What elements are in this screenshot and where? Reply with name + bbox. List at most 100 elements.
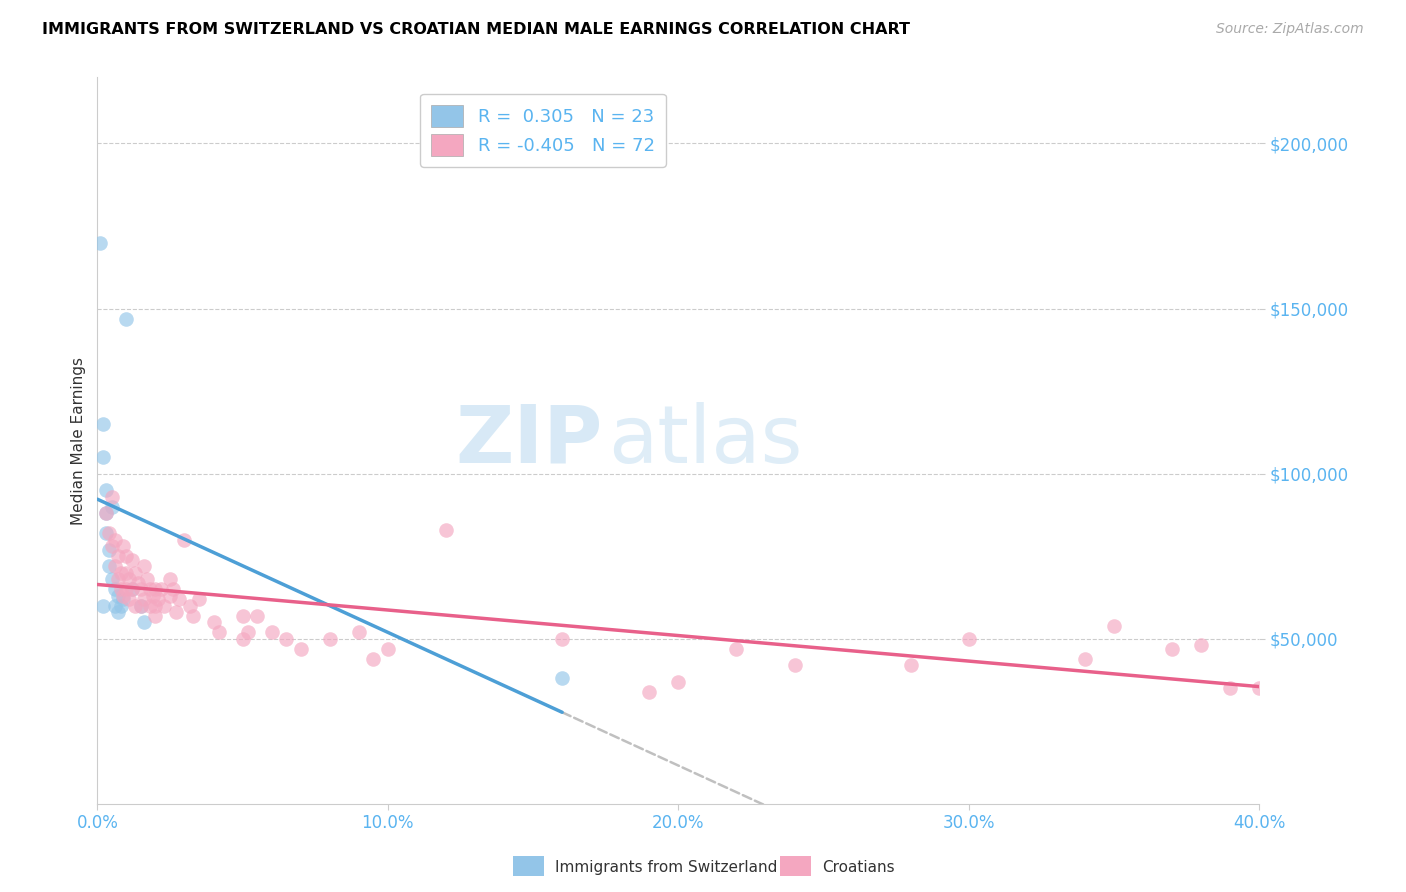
Point [101,500,124,514]
Point [98,559,121,574]
Point [434,523,457,537]
Point [173,533,195,547]
Point [112,589,135,603]
Point [112,540,135,554]
Point [202,615,225,630]
Point [104,559,127,574]
Point [135,573,157,587]
Point [129,582,152,597]
Point [132,559,155,574]
Point [98,542,121,557]
Point [363,651,385,665]
Point [112,592,135,607]
Point [260,625,283,640]
Point [138,582,160,597]
Point [145,599,167,613]
Text: Croatians: Croatians [823,860,896,874]
Point [91,599,114,613]
Text: atlas: atlas [609,401,803,480]
Point [121,582,143,597]
Point [1074,651,1097,665]
Point [104,582,127,597]
Point [107,589,129,603]
Point [94,526,117,541]
Point [91,417,114,432]
Point [167,592,190,607]
Point [129,599,152,613]
Point [101,573,124,587]
Point [141,589,163,603]
Point [127,575,149,590]
Text: #cce4f5: #cce4f5 [678,440,685,441]
Point [94,483,117,498]
Point [347,625,370,640]
Point [666,674,689,689]
Point [188,592,211,607]
Point [232,608,254,623]
Point [276,632,298,646]
Y-axis label: Median Male Earnings: Median Male Earnings [72,357,86,524]
Point [115,566,138,580]
Point [118,573,141,587]
Point [104,533,127,547]
Point [110,582,132,597]
Point [110,599,132,613]
Point [377,641,399,656]
Point [145,608,167,623]
Point [1189,639,1212,653]
Point [1219,681,1241,696]
Point [107,606,129,620]
Point [138,599,160,613]
Point [162,582,184,597]
Point [145,582,167,597]
Point [115,549,138,564]
Point [159,573,181,587]
Point [91,450,114,465]
Point [101,540,124,554]
Point [121,582,143,597]
Point [551,672,574,686]
Point [1249,681,1271,696]
Point [98,526,121,541]
Point [110,566,132,580]
Point [551,632,574,646]
Point [783,658,806,673]
Point [121,552,143,566]
Point [115,311,138,326]
Point [118,592,141,607]
Point [153,599,176,613]
Point [94,507,117,521]
Point [957,632,980,646]
Point [1102,618,1125,632]
Point [159,589,181,603]
Point [319,632,342,646]
Text: ZIP: ZIP [456,401,603,480]
Point [94,507,117,521]
Point [101,490,124,504]
Point [107,573,129,587]
Point [129,599,152,613]
Text: Immigrants from Switzerland: Immigrants from Switzerland [555,860,778,874]
Point [150,582,173,597]
Point [89,235,111,250]
Point [181,608,204,623]
Point [107,549,129,564]
Text: IMMIGRANTS FROM SWITZERLAND VS CROATIAN MEDIAN MALE EARNINGS CORRELATION CHART: IMMIGRANTS FROM SWITZERLAND VS CROATIAN … [42,22,910,37]
Point [132,592,155,607]
Point [900,658,922,673]
Point [246,608,269,623]
Point [132,615,155,630]
Point [124,599,146,613]
Text: Source: ZipAtlas.com: Source: ZipAtlas.com [1216,22,1364,37]
Point [179,599,201,613]
Point [725,641,748,656]
Point [1161,641,1184,656]
Point [208,625,231,640]
Point [238,625,260,640]
Point [165,606,187,620]
Point [115,582,138,597]
Point [290,641,312,656]
Point [104,599,127,613]
Point [232,632,254,646]
Point [638,684,661,698]
